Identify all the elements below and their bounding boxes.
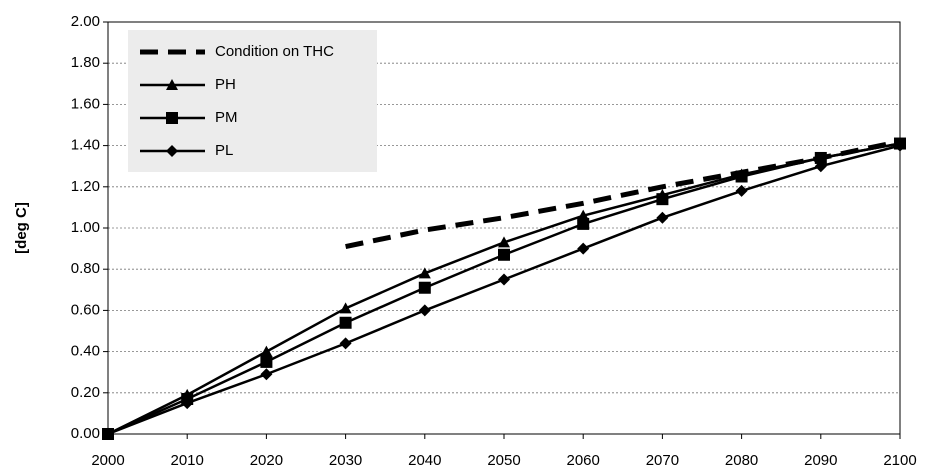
y-tick-label: 2.00	[71, 13, 100, 30]
marker	[735, 184, 748, 197]
series-line	[107, 144, 901, 436]
x-tick-label: 2040	[408, 452, 441, 469]
y-tick-label: 1.40	[71, 137, 100, 154]
y-tick-label: 0.00	[71, 425, 100, 442]
x-tick-label: 2090	[804, 452, 837, 469]
x-tick-label: 2000	[91, 452, 124, 469]
marker	[814, 151, 827, 164]
legend-label: PL	[215, 142, 233, 159]
marker	[498, 248, 510, 261]
x-tick-label: 2020	[250, 452, 283, 469]
marker	[339, 337, 352, 350]
x-tick-label: 2030	[329, 452, 362, 469]
x-tick-label: 2070	[646, 452, 679, 469]
marker	[166, 112, 178, 124]
marker	[418, 267, 431, 279]
marker	[656, 193, 669, 206]
series-line	[345, 139, 901, 249]
y-axis-label: [deg C]	[13, 202, 30, 254]
marker	[498, 236, 510, 248]
marker	[166, 79, 178, 90]
marker	[498, 273, 510, 286]
marker	[894, 139, 906, 152]
marker	[418, 281, 431, 294]
y-tick-label: 1.20	[71, 178, 100, 195]
marker	[260, 368, 273, 381]
legend-label: PH	[215, 76, 236, 93]
y-tick-label: 1.80	[71, 54, 100, 71]
legend-label: PM	[215, 109, 238, 126]
marker	[260, 355, 273, 368]
x-tick-label: 2080	[725, 452, 758, 469]
marker	[735, 170, 748, 183]
marker	[260, 345, 273, 357]
x-tick-label: 2100	[883, 452, 916, 469]
x-tick-label: 2060	[567, 452, 600, 469]
marker	[577, 242, 590, 255]
x-tick-label: 2050	[487, 452, 520, 469]
marker	[656, 211, 669, 224]
marker	[339, 316, 352, 329]
marker	[339, 302, 352, 314]
plot-frame	[107, 21, 901, 435]
y-tick-label: 0.80	[71, 260, 100, 277]
y-tick-label: 0.20	[71, 384, 100, 401]
marker	[577, 217, 590, 230]
marker	[814, 160, 827, 173]
marker	[181, 397, 194, 410]
y-tick-label: 1.60	[71, 95, 100, 112]
x-tick-label: 2010	[171, 452, 204, 469]
y-tick-label: 0.60	[71, 301, 100, 318]
y-tick-label: 0.40	[71, 343, 100, 360]
marker	[418, 304, 431, 317]
marker	[102, 428, 114, 440]
y-tick-label: 1.00	[71, 219, 100, 236]
marker	[166, 145, 178, 157]
legend-label: Condition on THC	[215, 43, 334, 60]
